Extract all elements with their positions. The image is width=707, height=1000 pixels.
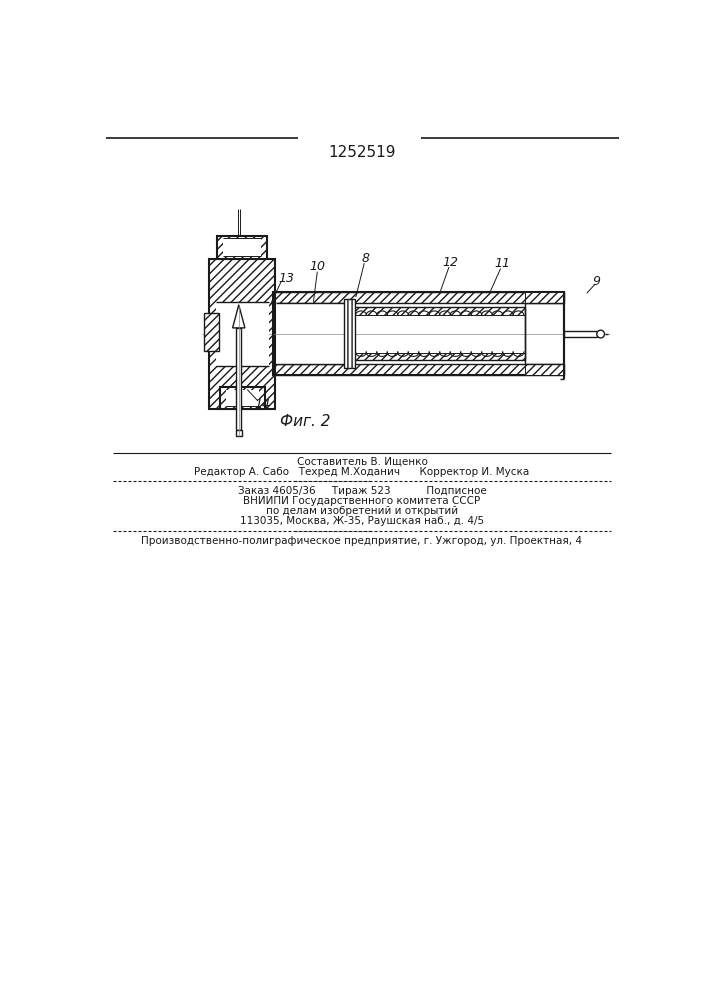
Bar (352, 307, 525, 315)
Bar (226, 389, 259, 406)
Text: Редактор А. Сабо   Техред М.Ходанич      Корректор И. Муска: Редактор А. Сабо Техред М.Ходанич Коррек… (194, 467, 530, 477)
Text: 14: 14 (255, 398, 271, 411)
Text: 10: 10 (309, 260, 325, 273)
Bar (223, 238, 261, 256)
Bar (273, 292, 563, 303)
Text: 13: 13 (279, 272, 295, 285)
Text: Производственно-полиграфическое предприятие, г. Ужгород, ул. Проектная, 4: Производственно-полиграфическое предприя… (141, 536, 583, 546)
Text: Составитель В. Ищенко: Составитель В. Ищенко (296, 457, 428, 467)
Text: 1252519: 1252519 (328, 145, 396, 160)
Text: 113035, Москва, Ж-35, Раушская наб., д. 4/5: 113035, Москва, Ж-35, Раушская наб., д. … (240, 516, 484, 526)
Bar (273, 364, 563, 375)
Bar (209, 259, 275, 409)
Bar (273, 303, 563, 364)
Text: ВНИИПИ Государственного комитета СССР: ВНИИПИ Государственного комитета СССР (243, 496, 481, 506)
Bar (352, 307, 525, 360)
Bar (219, 387, 265, 409)
Text: 11: 11 (494, 257, 510, 270)
Text: Заказ 4605/36     Тираж 523           Подписное: Заказ 4605/36 Тираж 523 Подписное (238, 486, 486, 496)
Bar (276, 303, 344, 364)
Text: 12: 12 (443, 256, 459, 269)
Text: по делам изобретений и открытий: по делам изобретений и открытий (266, 506, 458, 516)
Bar (344, 299, 355, 368)
Bar (525, 292, 563, 303)
Text: 8: 8 (362, 252, 370, 265)
Bar (525, 364, 563, 375)
Circle shape (597, 330, 604, 338)
Bar (352, 353, 525, 360)
Bar (216, 302, 269, 366)
Bar (273, 292, 563, 375)
Text: Фиг. 2: Фиг. 2 (281, 414, 331, 429)
Bar (217, 235, 267, 259)
Bar (204, 312, 218, 351)
Polygon shape (233, 305, 245, 328)
Text: 9: 9 (592, 275, 601, 288)
Bar (236, 328, 241, 430)
Bar (563, 331, 597, 337)
Bar (235, 430, 242, 436)
